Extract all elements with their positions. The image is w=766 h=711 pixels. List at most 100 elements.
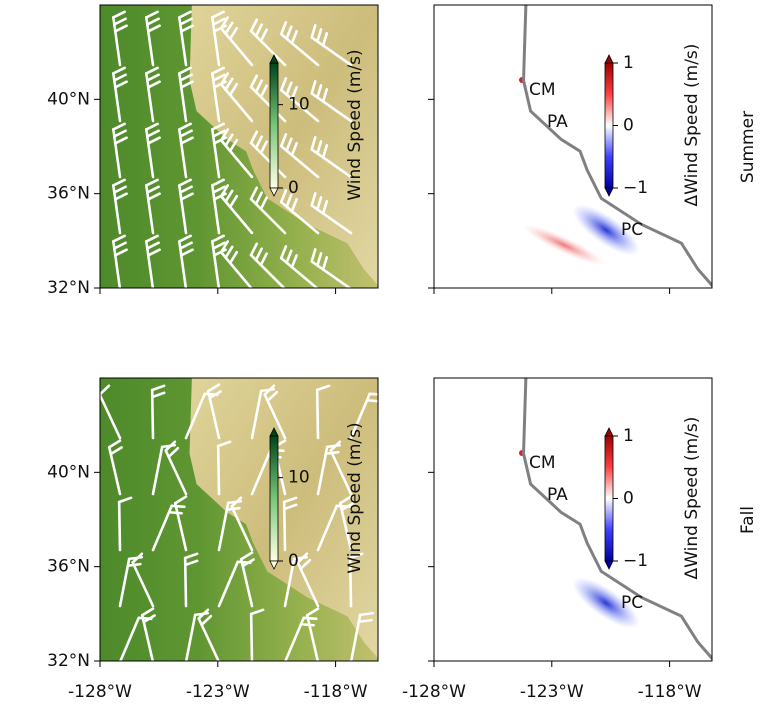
barb-flag: [178, 241, 193, 250]
barb-flag: [224, 133, 234, 147]
barb-flag: [224, 77, 234, 91]
barb-flag: [179, 24, 194, 33]
delta-blob: [572, 577, 640, 629]
wind-barb: [348, 552, 364, 608]
colorbar-tick-label: −1: [623, 551, 648, 571]
place-label: PC: [621, 593, 643, 613]
barb-flag: [296, 552, 309, 564]
x-tick-label: -128°W: [68, 682, 132, 702]
wind-barb: [211, 10, 227, 67]
barb-staff: [217, 560, 240, 608]
barb-staff: [315, 388, 320, 440]
barb-flag: [211, 178, 225, 187]
barb-flag: [145, 241, 160, 250]
barb-flag: [145, 129, 160, 138]
colorbar-tick-label: 1: [623, 53, 634, 73]
barb-flag: [112, 178, 126, 187]
coastline: [522, 5, 712, 288]
barb-flag: [112, 234, 126, 243]
wind-barb: [197, 608, 221, 661]
barb-flag: [113, 192, 128, 201]
barb-flag: [259, 252, 268, 267]
wind-barb: [249, 608, 265, 661]
barb-flag: [316, 28, 323, 43]
barb-flag: [249, 242, 259, 257]
wind-barb: [216, 440, 232, 496]
wind-barb: [219, 128, 254, 179]
barb-flag: [282, 503, 298, 511]
wind-barb: [173, 495, 188, 552]
barb-flag: [290, 30, 298, 45]
wind-barb: [219, 240, 254, 288]
wind-barb: [178, 10, 194, 67]
barb-flag: [145, 17, 160, 26]
colorbar-tick-label: 0: [623, 116, 634, 136]
colorbar-tick-label: 1: [623, 426, 634, 446]
barb-flag: [321, 32, 329, 47]
row-label: Summer: [738, 111, 758, 183]
wind-barb: [282, 496, 298, 552]
y-tick-label: 32°N: [47, 651, 90, 671]
y-tick-label: 40°N: [47, 89, 90, 109]
barb-flag: [338, 495, 353, 505]
barb-flag: [348, 552, 364, 560]
barb-staff: [305, 613, 320, 661]
panel-frame: [99, 377, 379, 662]
wind-barb: [249, 242, 287, 288]
wind-barb: [112, 66, 128, 123]
barb-staff: [173, 501, 188, 552]
barb-flag: [357, 618, 373, 624]
barb-flag: [224, 189, 234, 203]
barb-flag: [178, 185, 193, 194]
barb-flag: [150, 384, 166, 392]
wind-barb: [230, 496, 254, 552]
wind-barb: [112, 10, 128, 67]
x-tick-label: -118°W: [638, 682, 702, 702]
wind-barb: [310, 80, 353, 123]
barb-flag: [178, 17, 193, 26]
barb-flag: [173, 495, 188, 505]
wind-barb: [131, 552, 155, 608]
barb-flag: [183, 559, 199, 567]
barb-flag: [145, 10, 159, 19]
barb-flag: [219, 240, 230, 254]
barb-flag: [279, 245, 288, 260]
wind-barb: [329, 440, 353, 496]
barb-flag: [254, 23, 263, 38]
x-tick-label: -118°W: [304, 682, 368, 702]
wind-barb: [315, 384, 331, 440]
barb-flag: [145, 178, 159, 187]
barb-flag: [224, 245, 234, 259]
barb-flag: [112, 10, 126, 19]
barb-flag: [145, 73, 160, 82]
barb-flag: [178, 10, 192, 19]
barb-flag: [183, 552, 199, 560]
barb-flag: [211, 122, 225, 131]
barb-flag: [228, 26, 239, 41]
wind-barb: [305, 607, 320, 661]
barb-flag: [224, 21, 234, 35]
wind-barb: [145, 178, 161, 235]
y-tick-label: 36°N: [47, 184, 90, 204]
colorbar-extend: [269, 427, 279, 437]
barb-flag: [254, 79, 263, 94]
wind-barb: [145, 10, 161, 67]
wind-barb: [239, 551, 255, 608]
barb-flag: [285, 137, 293, 152]
barb-flag: [146, 80, 161, 89]
barb-flag: [316, 252, 323, 267]
wind-map: [100, 5, 378, 288]
colorbar-extend: [269, 187, 279, 197]
barb-flag: [228, 82, 239, 97]
barb-flag: [145, 234, 159, 243]
delta-blob: [572, 204, 640, 256]
barb-flag: [219, 16, 230, 30]
barb-flag: [178, 178, 192, 187]
barb-flag: [321, 144, 329, 159]
colorbar-label: ΔWind Speed (m/s): [682, 417, 702, 580]
barb-flag: [249, 18, 259, 33]
barb-flag: [263, 384, 276, 396]
wind-barb: [140, 607, 156, 661]
barb-staff: [329, 449, 353, 496]
colorbar: [604, 435, 614, 562]
